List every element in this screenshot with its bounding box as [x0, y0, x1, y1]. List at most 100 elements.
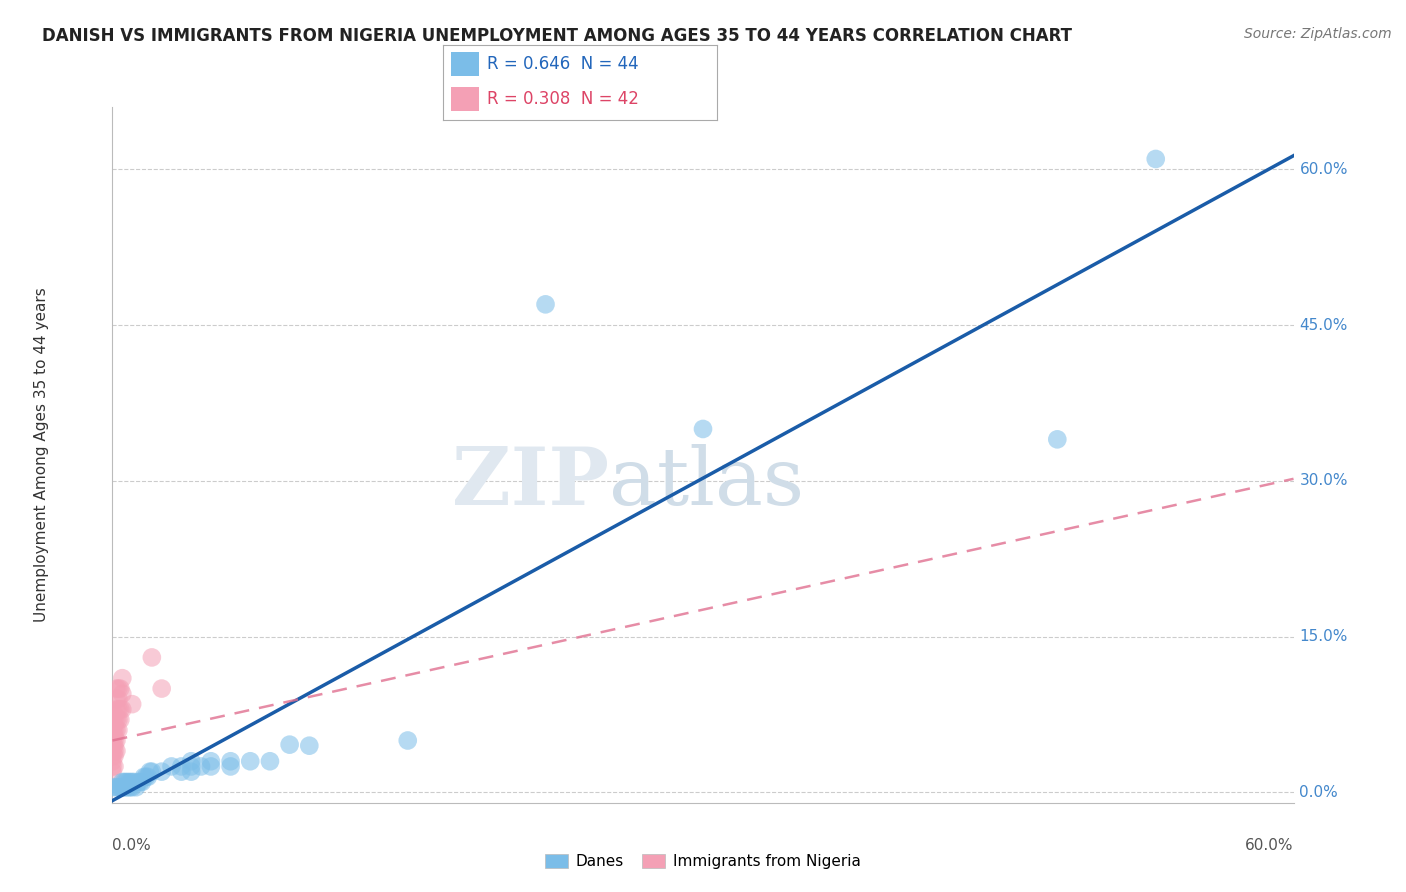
Point	[103, 759, 125, 773]
Point	[110, 713, 132, 727]
Text: Unemployment Among Ages 35 to 44 years: Unemployment Among Ages 35 to 44 years	[34, 287, 49, 623]
Text: R = 0.308  N = 42: R = 0.308 N = 42	[486, 90, 638, 108]
Point	[103, 739, 125, 753]
Point	[115, 780, 138, 795]
Text: Source: ZipAtlas.com: Source: ZipAtlas.com	[1244, 27, 1392, 41]
Point	[101, 764, 124, 779]
Point	[132, 770, 155, 784]
Point	[141, 764, 163, 779]
Point	[103, 713, 125, 727]
Text: 60.0%: 60.0%	[1246, 838, 1294, 853]
Point	[107, 702, 129, 716]
Point	[105, 723, 128, 738]
Point	[107, 723, 129, 738]
Bar	[451, 87, 478, 112]
Point	[110, 681, 132, 696]
Point	[200, 759, 222, 773]
Point	[190, 759, 212, 773]
Point	[101, 780, 124, 795]
Point	[121, 775, 143, 789]
Point	[136, 770, 159, 784]
Point	[534, 297, 557, 311]
Point	[111, 671, 134, 685]
Text: 0.0%: 0.0%	[1299, 785, 1339, 800]
Point	[107, 692, 129, 706]
Text: 45.0%: 45.0%	[1299, 318, 1348, 333]
Point	[101, 759, 124, 773]
Point	[105, 780, 128, 795]
Point	[105, 744, 128, 758]
Point	[105, 733, 128, 747]
Point	[150, 764, 173, 779]
Text: R = 0.646  N = 44: R = 0.646 N = 44	[486, 55, 638, 73]
Point	[150, 681, 173, 696]
Bar	[451, 52, 478, 77]
Point	[170, 764, 193, 779]
Point	[105, 692, 128, 706]
Point	[107, 713, 129, 727]
Point	[219, 754, 242, 768]
Point	[101, 744, 124, 758]
Point	[396, 733, 419, 747]
Point	[103, 723, 125, 738]
Point	[170, 759, 193, 773]
Point	[125, 780, 148, 795]
Point	[200, 754, 222, 768]
Point	[110, 702, 132, 716]
Point	[120, 775, 142, 789]
Point	[239, 754, 262, 768]
Point	[111, 687, 134, 701]
Point	[180, 754, 202, 768]
Point	[112, 780, 135, 795]
Point	[111, 775, 134, 789]
Point	[180, 759, 202, 773]
Text: 30.0%: 30.0%	[1299, 474, 1348, 489]
Point	[298, 739, 321, 753]
Point	[112, 775, 135, 789]
Text: ZIP: ZIP	[451, 443, 609, 522]
Point	[101, 718, 124, 732]
Point	[117, 775, 139, 789]
Text: DANISH VS IMMIGRANTS FROM NIGERIA UNEMPLOYMENT AMONG AGES 35 TO 44 YEARS CORRELA: DANISH VS IMMIGRANTS FROM NIGERIA UNEMPL…	[42, 27, 1073, 45]
Point	[180, 764, 202, 779]
Point	[101, 728, 124, 742]
Point	[278, 738, 301, 752]
Point	[121, 697, 143, 711]
Point	[127, 775, 149, 789]
Point	[259, 754, 281, 768]
Point	[110, 780, 132, 795]
Point	[111, 780, 134, 795]
Text: 60.0%: 60.0%	[1299, 161, 1348, 177]
Text: 0.0%: 0.0%	[112, 838, 152, 853]
Point	[139, 764, 162, 779]
Point	[103, 749, 125, 764]
Point	[131, 775, 153, 789]
Point	[103, 733, 125, 747]
Point	[107, 681, 129, 696]
Point	[101, 713, 124, 727]
Point	[101, 749, 124, 764]
Point	[103, 718, 125, 732]
Point	[141, 650, 163, 665]
Point	[105, 702, 128, 716]
Point	[107, 780, 129, 795]
Point	[692, 422, 714, 436]
Point	[103, 728, 125, 742]
Point	[219, 759, 242, 773]
Point	[111, 702, 134, 716]
Point	[117, 780, 139, 795]
Point	[101, 739, 124, 753]
Point	[1046, 433, 1069, 447]
Point	[135, 770, 157, 784]
Point	[121, 780, 143, 795]
Point	[122, 775, 145, 789]
Point	[1144, 152, 1167, 166]
Point	[103, 744, 125, 758]
Point	[160, 759, 183, 773]
Legend: Danes, Immigrants from Nigeria: Danes, Immigrants from Nigeria	[538, 848, 868, 875]
Point	[101, 723, 124, 738]
Point	[129, 775, 152, 789]
Text: 15.0%: 15.0%	[1299, 629, 1348, 644]
Text: atlas: atlas	[609, 443, 804, 522]
Point	[103, 707, 125, 722]
